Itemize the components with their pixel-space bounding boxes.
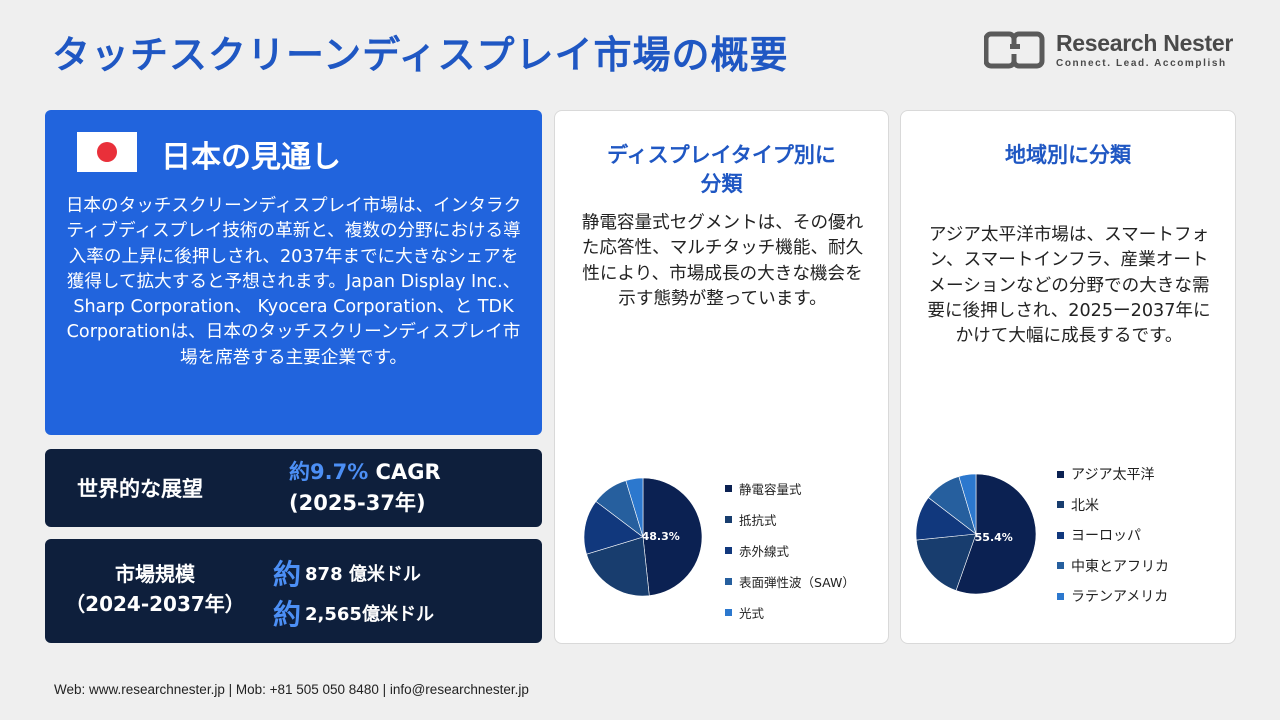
japan-outlook-title: 日本の見通し: [161, 140, 341, 175]
legend-label: 光式: [739, 606, 765, 621]
market-size-label: 市場規模 （2024-2037年）: [55, 559, 255, 619]
legend-item: 光式: [725, 597, 855, 628]
approx-prefix: 約: [273, 598, 302, 631]
page-title: タッチスクリーンディスプレイ市場の概要: [52, 33, 789, 77]
legend-label: 中東とアフリカ: [1071, 558, 1169, 575]
japan-flag-icon: [77, 132, 137, 172]
pie-slice: [642, 477, 703, 596]
pie-data-label: 48.3%: [642, 530, 680, 543]
region-legend: アジア太平洋 北米ヨーロッパ中東とアフリカ ラテンアメリカ: [1057, 459, 1169, 612]
display-type-title-line2: 分類: [700, 172, 743, 196]
global-outlook-box: 世界的な展望 約9.7% CAGR (2025-37年): [45, 449, 542, 527]
legend-item: 北米: [1057, 490, 1169, 521]
legend-label: 北米: [1071, 497, 1099, 514]
legend-swatch: [1057, 531, 1064, 539]
legend-label: 静電容量式: [739, 482, 802, 497]
market-size-2024: 約 878 億米ドル: [273, 553, 421, 593]
display-type-card: ディスプレイタイプ別に 分類 静電容量式セグメントは、その優れた応答性、マルチタ…: [554, 110, 889, 644]
legend-item: 赤外線式: [725, 535, 855, 566]
approx-prefix: 約: [289, 460, 310, 484]
legend-swatch: [725, 578, 732, 585]
pie-slice: [586, 536, 650, 597]
cagr-suffix: CAGR: [368, 460, 441, 484]
global-outlook-value: 約9.7% CAGR (2025-37年): [289, 457, 441, 519]
market-value-2037: 2,565億米ドル: [305, 604, 434, 625]
legend-item: ラテンアメリカ: [1057, 581, 1169, 612]
region-pie-chart: 55.4%: [915, 473, 1037, 595]
global-outlook-label: 世界的な展望: [77, 477, 203, 501]
display-type-title-line1: ディスプレイタイプ別に: [607, 143, 836, 167]
legend-label: 赤外線式: [739, 544, 790, 559]
pie-slice: [958, 473, 977, 535]
region-text: アジア太平洋市場は、スマートフォン、スマートインフラ、産業オートメーションなどの…: [927, 225, 1211, 347]
legend-swatch: [1057, 470, 1064, 478]
market-size-2037: 約 2,565億米ドル: [273, 593, 434, 633]
market-size-box: 市場規模 （2024-2037年） 約 878 億米ドル 約 2,565億米ドル: [45, 539, 542, 643]
legend-swatch: [725, 609, 732, 616]
region-card: 地域別に分類 アジア太平洋市場は、スマートフォン、スマートインフラ、産業オートメ…: [900, 110, 1236, 644]
japan-outlook-card: 日本の見通し 日本のタッチスクリーンディスプレイ市場は、インタラクティブディスプ…: [45, 110, 542, 435]
legend-item: アジア太平洋: [1057, 459, 1169, 490]
legend-item: 静電容量式: [725, 473, 855, 504]
display-type-title: ディスプレイタイプ別に 分類: [565, 141, 878, 199]
region-title: 地域別に分類: [1005, 143, 1131, 167]
logo-tagline: Connect. Lead. Accomplish: [1056, 58, 1227, 69]
market-size-label-line2: （2024-2037年）: [65, 592, 245, 616]
display-type-pie-chart: 48.3%: [583, 477, 703, 597]
legend-swatch: [1057, 592, 1064, 600]
legend-label: 表面弾性波（SAW）: [739, 575, 855, 590]
legend-swatch: [725, 485, 732, 492]
legend-item: 表面弾性波（SAW）: [725, 566, 855, 597]
legend-item: 中東とアフリカ: [1057, 551, 1169, 582]
legend-item: ヨーロッパ: [1057, 520, 1169, 551]
display-type-text: 静電容量式セグメントは、その優れた応答性、マルチタッチ機能、耐久性により、市場成…: [581, 213, 864, 309]
pie-data-label: 55.4%: [975, 531, 1013, 544]
research-nester-logo: Research Nester Connect. Lead. Accomplis…: [984, 30, 1234, 74]
footer-contact: Web: www.researchnester.jp | Mob: +81 50…: [54, 682, 529, 697]
legend-label: アジア太平洋: [1071, 467, 1155, 484]
logo-mark-icon: [984, 31, 1045, 69]
legend-label: ラテンアメリカ: [1071, 589, 1169, 606]
legend-swatch: [725, 547, 732, 554]
market-value-2024: 878 億米ドル: [305, 564, 421, 585]
market-size-label-line1: 市場規模: [115, 562, 195, 586]
logo-name: Research Nester: [1056, 30, 1234, 56]
legend-swatch: [1057, 562, 1064, 570]
legend-item: 抵抗式: [725, 504, 855, 535]
pie-slice: [583, 501, 644, 555]
display-type-legend: 静電容量式抵抗式赤外線式表面弾性波（SAW） 光式: [725, 473, 855, 628]
legend-label: 抵抗式: [739, 513, 777, 528]
cagr-value: 9.7%: [310, 460, 369, 484]
approx-prefix: 約: [273, 558, 302, 591]
legend-swatch: [1057, 501, 1064, 509]
legend-label: ヨーロッパ: [1071, 528, 1141, 545]
japan-outlook-text: 日本のタッチスクリーンディスプレイ市場は、インタラクティブディスプレイ技術の革新…: [65, 196, 522, 368]
legend-swatch: [725, 516, 732, 523]
pie-slice: [625, 477, 644, 538]
pie-slice: [915, 533, 977, 591]
cagr-period: (2025-37年): [289, 491, 426, 515]
